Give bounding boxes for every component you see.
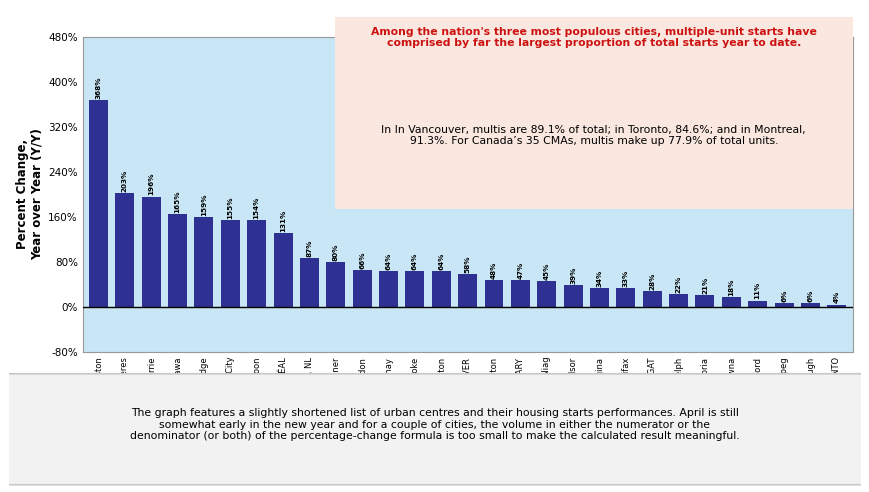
Bar <box>747 301 766 307</box>
Text: 64%: 64% <box>385 252 391 270</box>
FancyBboxPatch shape <box>0 374 869 485</box>
Bar <box>379 271 397 307</box>
Text: 66%: 66% <box>359 251 365 269</box>
Bar <box>326 262 345 307</box>
Text: 154%: 154% <box>254 197 259 219</box>
Text: 39%: 39% <box>569 266 575 284</box>
Bar <box>589 288 608 307</box>
Text: 58%: 58% <box>464 255 470 273</box>
Text: 18%: 18% <box>727 278 733 296</box>
Text: 203%: 203% <box>122 169 128 191</box>
Text: 21%: 21% <box>701 277 707 294</box>
Text: 47%: 47% <box>517 262 523 279</box>
Bar <box>721 297 740 307</box>
Bar <box>405 271 424 307</box>
Bar <box>89 100 108 307</box>
Text: 131%: 131% <box>280 210 286 232</box>
Text: 22%: 22% <box>675 276 680 293</box>
Bar <box>642 291 661 307</box>
Text: 28%: 28% <box>648 273 654 290</box>
Bar <box>221 219 240 307</box>
Y-axis label: Percent Change,
Year over Year (Y/Y): Percent Change, Year over Year (Y/Y) <box>16 128 44 260</box>
Bar <box>195 217 213 307</box>
Text: 4%: 4% <box>833 291 839 304</box>
Text: 45%: 45% <box>543 263 549 280</box>
Text: 196%: 196% <box>148 173 154 195</box>
Bar <box>484 280 503 307</box>
Text: 48%: 48% <box>490 261 496 278</box>
Text: 155%: 155% <box>227 196 233 218</box>
Text: 6%: 6% <box>780 290 786 302</box>
Text: 6%: 6% <box>806 290 813 302</box>
Bar <box>458 274 476 307</box>
Text: 87%: 87% <box>306 240 312 257</box>
Text: 80%: 80% <box>333 244 338 261</box>
Bar <box>352 270 371 307</box>
Text: 159%: 159% <box>201 194 207 216</box>
Bar <box>773 304 793 307</box>
Bar <box>615 288 634 307</box>
Bar <box>694 295 713 307</box>
Bar <box>273 233 292 307</box>
FancyBboxPatch shape <box>319 13 867 213</box>
Bar <box>247 220 266 307</box>
X-axis label: Census Metropolitan Areas (CMAs): Census Metropolitan Areas (CMAs) <box>345 418 589 431</box>
Bar <box>300 258 319 307</box>
Bar <box>116 193 134 307</box>
Text: 368%: 368% <box>96 76 102 99</box>
Bar <box>537 281 555 307</box>
Bar <box>563 285 582 307</box>
Text: 11%: 11% <box>753 282 760 300</box>
Bar <box>668 294 687 307</box>
Text: 64%: 64% <box>411 252 417 270</box>
Text: The graph features a slightly shortened list of urban centres and their housing : The graph features a slightly shortened … <box>130 408 739 441</box>
Text: 64%: 64% <box>438 252 444 270</box>
Bar <box>431 271 450 307</box>
Bar <box>800 304 819 307</box>
Text: 34%: 34% <box>596 269 601 286</box>
Text: Among the nation's three most populous cities, multiple-unit starts have
compris: Among the nation's three most populous c… <box>370 27 816 48</box>
Bar <box>826 305 846 307</box>
Text: 33%: 33% <box>622 270 628 287</box>
Text: In In Vancouver, multis are 89.1% of total; in Toronto, 84.6%; and in Montreal,
: In In Vancouver, multis are 89.1% of tot… <box>381 124 806 146</box>
Bar <box>168 214 187 307</box>
Bar <box>510 280 529 307</box>
Text: 165%: 165% <box>175 190 181 213</box>
Bar <box>142 197 161 307</box>
